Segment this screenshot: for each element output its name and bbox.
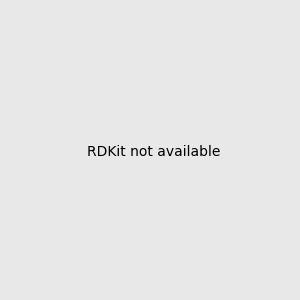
Text: RDKit not available: RDKit not available [87, 145, 220, 158]
